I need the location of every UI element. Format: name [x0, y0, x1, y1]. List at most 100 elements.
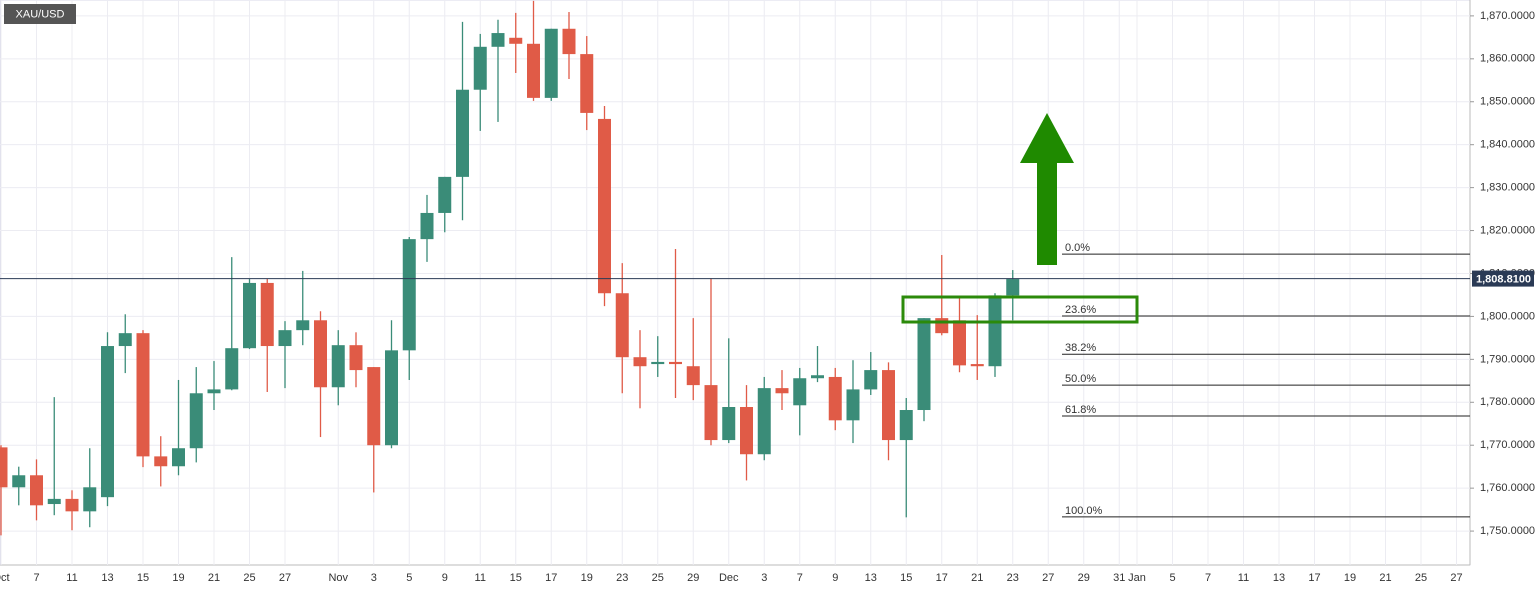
- candle-body: [296, 320, 310, 331]
- x-tick-label: 21: [1379, 572, 1391, 584]
- x-tick-label: 13: [865, 572, 877, 584]
- x-tick-label: 27: [1450, 572, 1462, 584]
- y-tick-label: 1,750.0000: [1480, 525, 1535, 537]
- candle-body: [882, 370, 895, 441]
- candle-body: [846, 389, 860, 421]
- candle-body: [189, 393, 203, 449]
- y-tick-label: 1,870.0000: [1480, 10, 1535, 22]
- candle-body: [828, 376, 842, 421]
- x-tick-label: 13: [1273, 572, 1285, 584]
- y-tick-label: 1,820.0000: [1480, 224, 1535, 236]
- candle-body: [651, 361, 665, 365]
- x-tick-label: 3: [761, 572, 767, 584]
- y-tick-label: 1,840.0000: [1480, 139, 1535, 151]
- candle-body: [30, 475, 43, 506]
- y-tick-label: 1,790.0000: [1480, 353, 1535, 365]
- candle-body: [101, 346, 114, 498]
- candle-body: [935, 318, 949, 334]
- x-tick-label: 15: [900, 572, 912, 584]
- candle-body: [580, 54, 594, 113]
- candle-body: [970, 364, 984, 367]
- candle-body: [243, 282, 256, 349]
- candle-body: [1006, 279, 1020, 296]
- candle-body: [385, 350, 398, 446]
- x-tick-label: 11: [475, 572, 486, 584]
- x-tick-label: 25: [1415, 572, 1427, 584]
- symbol-box: [4, 4, 76, 24]
- candle-body: [438, 176, 452, 213]
- x-tick-label: 17: [545, 572, 557, 584]
- candle-body: [260, 282, 274, 347]
- y-tick-label: 1,770.0000: [1480, 439, 1535, 451]
- x-tick-label: 25: [652, 572, 664, 584]
- candle-body: [917, 318, 931, 411]
- candle-body: [598, 118, 611, 294]
- chart-title: XAU/USD: [16, 8, 65, 20]
- x-tick-label: 29: [687, 572, 699, 584]
- x-tick-label: 17: [936, 572, 948, 584]
- fib-label: 0.0%: [1065, 242, 1090, 254]
- x-tick-label: 27: [279, 572, 291, 584]
- candle-body: [740, 407, 753, 455]
- candle-body: [47, 498, 61, 505]
- candle-body: [811, 375, 824, 379]
- x-tick-label: 7: [1205, 572, 1211, 584]
- x-tick-label: 11: [66, 572, 77, 584]
- candle-body: [225, 348, 239, 390]
- x-tick-label: 19: [1344, 572, 1356, 584]
- candle-body: [527, 43, 540, 98]
- x-tick-label: Dec: [719, 572, 739, 584]
- candle-body: [509, 37, 523, 44]
- x-tick-label: 9: [832, 572, 838, 584]
- candle-body: [544, 28, 558, 98]
- x-tick-label: 13: [101, 572, 113, 584]
- x-tick-label: Jan: [1128, 572, 1146, 584]
- candle-body: [118, 333, 132, 347]
- candle-body: [136, 333, 150, 457]
- fib-label: 61.8%: [1065, 404, 1096, 416]
- last-price-label: 1,808.8100: [1476, 273, 1531, 285]
- x-tick-label: 15: [137, 572, 149, 584]
- candle-body: [615, 293, 629, 358]
- candle-body: [899, 410, 913, 441]
- y-tick-label: 1,830.0000: [1480, 182, 1535, 194]
- candle-body: [491, 33, 505, 47]
- candle-body: [402, 239, 416, 351]
- y-tick-label: 1,780.0000: [1480, 396, 1535, 408]
- x-tick-label: 23: [616, 572, 628, 584]
- x-tick-label: 7: [33, 572, 39, 584]
- x-tick-label: 9: [442, 572, 448, 584]
- x-tick-label: 15: [510, 572, 522, 584]
- y-tick-label: 1,850.0000: [1480, 96, 1535, 108]
- x-tick-label: 7: [797, 572, 803, 584]
- x-tick-label: 5: [1169, 572, 1175, 584]
- candle-body: [953, 320, 966, 366]
- y-tick-label: 1,860.0000: [1480, 53, 1535, 65]
- candle-body: [704, 385, 718, 441]
- candle-body: [988, 295, 1002, 367]
- candle-body: [420, 212, 434, 240]
- resistance-box: [901, 295, 1139, 324]
- candle-body: [793, 378, 807, 406]
- candle-body: [669, 361, 682, 365]
- x-tick-label: 19: [581, 572, 593, 584]
- x-tick-label: 27: [1042, 572, 1054, 584]
- candles: [0, 0, 1020, 536]
- x-tick-label: 25: [243, 572, 255, 584]
- candle-body: [864, 370, 878, 390]
- x-tick-label: 19: [172, 572, 184, 584]
- candle-body: [207, 389, 221, 394]
- candle-body: [367, 367, 381, 446]
- candle-body: [12, 475, 26, 488]
- candle-body: [65, 498, 79, 512]
- candle-body: [456, 89, 469, 177]
- plot-area: [0, 0, 1471, 566]
- fib-label: 100.0%: [1065, 505, 1103, 517]
- x-tick-label: 23: [1007, 572, 1019, 584]
- x-tick-label: 17: [1308, 572, 1320, 584]
- candle-body: [633, 357, 647, 367]
- last-price-box: [1472, 270, 1534, 287]
- y-tick-label: 1,760.0000: [1480, 482, 1535, 494]
